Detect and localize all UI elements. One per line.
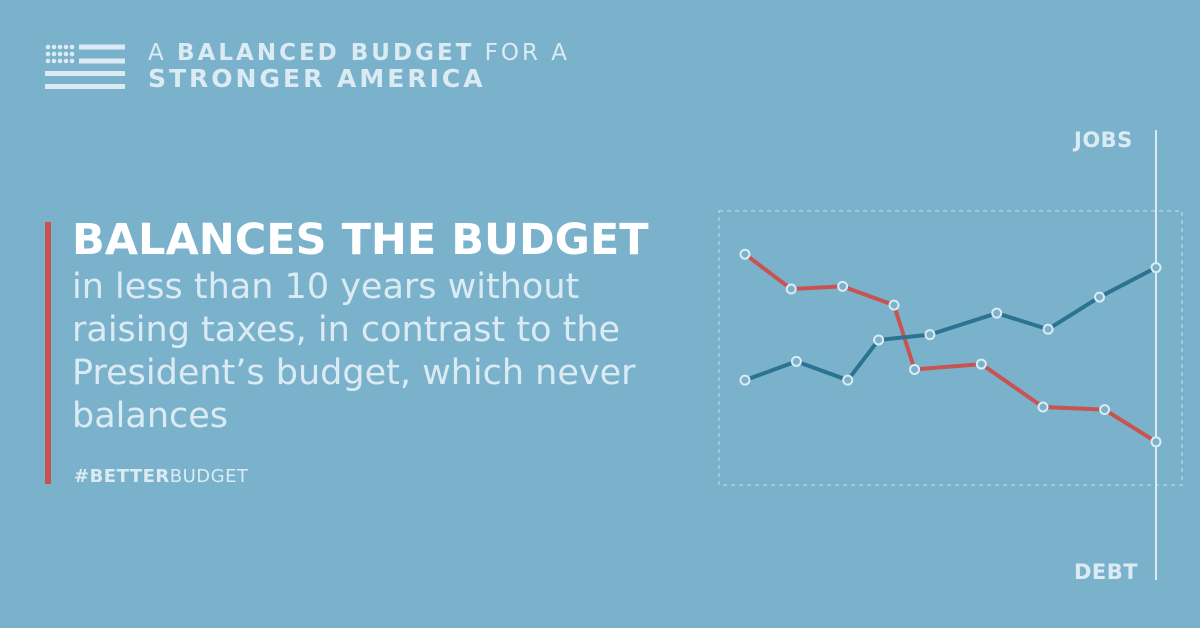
series-line-debt [743, 252, 1158, 444]
hashtag: #BETTERBUDGET [74, 466, 248, 487]
data-point-debt-1 [785, 283, 797, 295]
data-point-debt-4 [909, 363, 921, 375]
body-text: in less than 10 years without raising ta… [72, 267, 636, 436]
axis-label-debt: DEBT [1074, 560, 1139, 584]
data-point-jobs-0 [739, 374, 751, 386]
flag-logo-icon [45, 44, 125, 89]
hashtag-bold: #BETTER [74, 466, 170, 487]
data-point-jobs-6 [1042, 323, 1054, 335]
brand-line-1: A BALANCED BUDGET FOR A [148, 40, 570, 66]
data-point-debt-0 [739, 248, 751, 260]
data-point-jobs-1 [790, 355, 802, 367]
headline: BALANCES THE BUDGET [72, 215, 649, 265]
data-point-debt-5 [975, 358, 987, 370]
flag-stars [45, 44, 75, 64]
data-point-debt-7 [1099, 404, 1111, 416]
brand-word-for-a: FOR A [484, 40, 571, 66]
data-point-jobs-7 [1093, 291, 1105, 303]
flag-stripes [45, 44, 125, 89]
data-point-debt-8 [1150, 436, 1162, 448]
brand-word-balanced-budget: BALANCED BUDGET [177, 40, 475, 66]
data-point-jobs-8 [1150, 262, 1162, 274]
brand-line-2: STRONGER AMERICA [148, 64, 486, 93]
data-point-debt-3 [888, 299, 900, 311]
series-layer [739, 248, 1162, 448]
brand-word-a: A [148, 40, 167, 66]
data-point-jobs-4 [924, 329, 936, 341]
data-point-debt-6 [1037, 401, 1049, 413]
series-line-jobs [744, 265, 1157, 383]
data-point-jobs-2 [842, 374, 854, 386]
data-point-debt-2 [837, 280, 849, 292]
chart-frame [718, 210, 1183, 486]
data-point-jobs-5 [991, 307, 1003, 319]
accent-bar [45, 222, 51, 484]
hashtag-rest: BUDGET [169, 466, 249, 487]
data-point-jobs-3 [873, 334, 885, 346]
brand-title: A BALANCED BUDGET FOR A STRONGER AMERICA [148, 40, 570, 92]
axis-label-jobs: JOBS [1074, 128, 1133, 152]
